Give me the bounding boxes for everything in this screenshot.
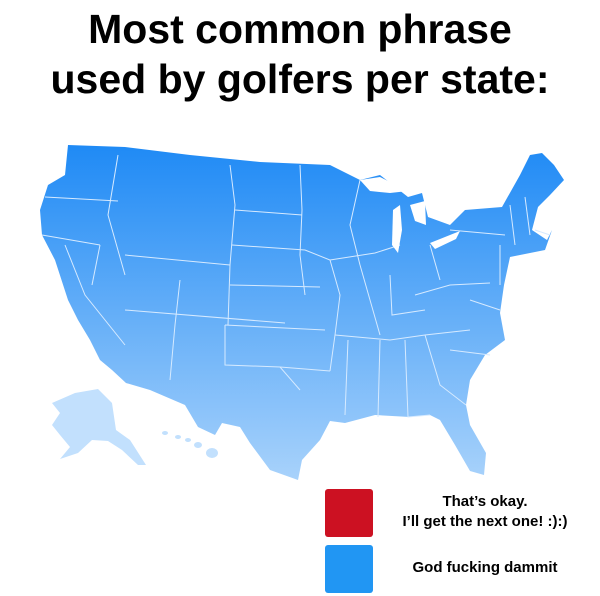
legend-swatch-red [325,489,373,537]
lake-superior [360,177,408,193]
legend-label-blue-line-1: God fucking dammit [412,559,558,576]
legend-label-blue: God fucking dammit [380,558,590,578]
contiguous-us-shape [40,145,564,480]
lake-michigan [392,205,402,253]
legend-label-red: That’s okay. I’ll get the next one! :):) [380,492,590,532]
title-line-1: Most common phrase [88,6,512,52]
title: Most common phrase used by golfers per s… [0,4,600,104]
lake-erie [430,231,460,249]
title-line-2: used by golfers per state: [50,56,550,102]
lake-huron [410,201,426,225]
alaska-shape [52,389,146,465]
state-borders [41,154,551,418]
legend-swatch-blue [325,545,373,593]
us-map [40,145,564,480]
legend-label-red-line-1: That’s okay. [442,493,528,510]
hawaii-islands [162,431,218,458]
legend-label-red-line-2: I’ll get the next one! :):) [402,513,568,530]
